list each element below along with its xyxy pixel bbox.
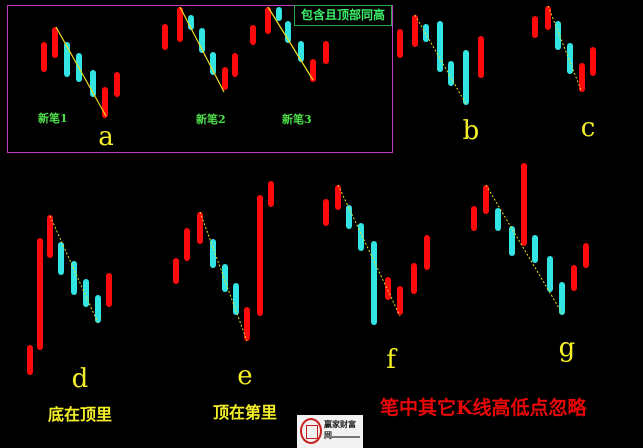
down-candle [285,21,291,43]
down-candle [188,15,194,30]
up-candle [250,25,256,45]
down-candle [71,261,77,295]
down-candle [199,28,205,53]
site-logo: 赢家财富网 [297,415,363,448]
up-candle [177,7,183,42]
pen-line [267,6,314,81]
up-candle [323,41,329,64]
up-candle [397,286,403,315]
up-candle [47,215,53,258]
up-candle [545,6,551,30]
down-candle [358,223,364,251]
down-candle [437,21,443,72]
inclusion-note: 包含且顶部同高 [294,5,392,26]
caption-d: 底在顶里 [47,405,113,424]
down-candle [210,52,216,75]
up-candle [173,258,179,284]
up-candle [310,59,316,82]
pen-line [414,14,467,105]
label-d: d [71,364,89,394]
down-candle [423,24,429,42]
pen-label-2: 新笔2 [196,113,226,126]
up-candle [521,163,527,246]
down-candle [509,226,515,256]
up-candle [268,181,274,207]
down-candle [276,7,282,21]
pen-line [337,184,401,317]
up-candle [265,7,271,34]
up-candle [41,42,47,72]
down-candle [495,208,501,231]
down-candle [547,256,553,292]
up-candle [222,67,228,90]
up-candle [27,345,33,375]
up-candle [590,47,596,76]
pen-line [49,215,99,324]
up-candle [483,185,489,214]
down-candle [64,42,70,77]
up-candle [102,87,108,118]
pen-line [199,211,248,342]
up-candle [397,29,403,58]
down-candle [346,205,352,229]
example-frame [7,5,393,153]
up-candle [184,228,190,261]
down-candle [298,41,304,62]
down-candle [222,264,228,292]
up-candle [583,243,589,268]
up-candle [197,212,203,244]
up-candle [532,16,538,38]
label-c: c [580,113,596,143]
up-candle [232,53,238,77]
up-candle [385,277,391,300]
down-candle [448,61,454,86]
caption-e: 顶在第里 [212,403,278,422]
up-candle [478,36,484,78]
logo-url-strip [324,436,360,438]
down-candle [90,70,96,97]
down-candle [95,295,101,323]
label-a: a [98,122,114,152]
down-candle [555,21,561,50]
up-candle [579,63,585,92]
down-candle [58,242,64,275]
down-candle [83,279,89,307]
down-candle [567,43,573,74]
up-candle [323,199,329,226]
up-candle [257,195,263,316]
pen-label-1: 新笔1 [38,112,68,125]
up-candle [411,263,417,294]
down-candle [233,283,239,315]
label-g: g [558,333,576,363]
down-candle [463,50,469,105]
up-candle [335,185,341,210]
label-b: b [462,116,480,146]
down-candle [210,239,216,268]
pen-line [179,6,225,93]
seal-logo-icon [300,418,322,444]
down-candle [371,241,377,325]
logo-name: 赢家财富网 [324,420,356,440]
up-candle [52,27,58,58]
label-e: e [237,361,253,391]
up-candle [412,15,418,47]
pen-line [55,26,107,117]
up-candle [471,206,477,231]
rule-text: 笔中其它K线高低点忽略 [380,397,587,419]
down-candle [532,235,538,263]
up-candle [114,72,120,97]
down-candle [559,282,565,315]
pen-label-3: 新笔3 [282,113,312,126]
up-candle [162,24,168,50]
up-candle [424,235,430,270]
pen-line [547,5,582,91]
up-candle [244,307,250,341]
up-candle [106,273,112,307]
pen-line [485,184,563,314]
label-f: f [386,345,396,375]
up-candle [37,238,43,350]
up-candle [571,265,577,291]
